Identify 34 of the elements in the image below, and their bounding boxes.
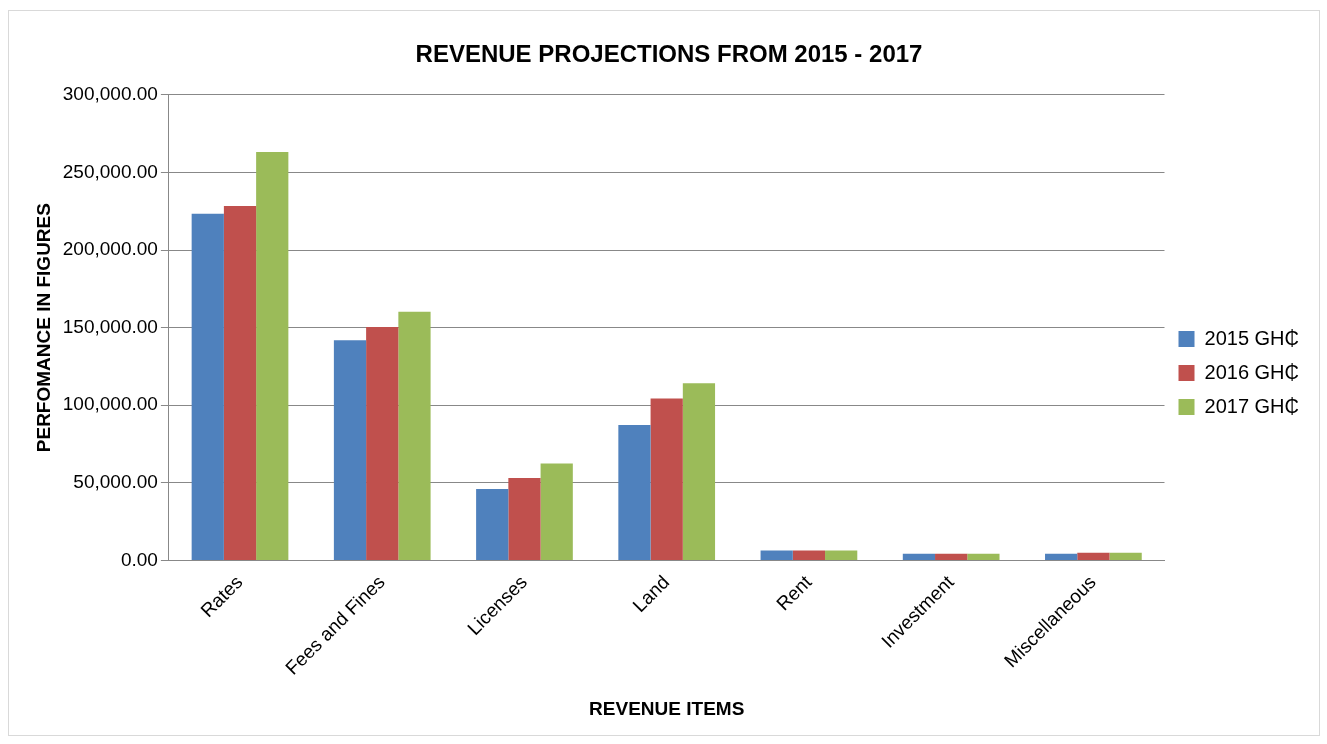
bar: [1109, 552, 1142, 560]
bar: [398, 311, 431, 560]
y-tick-label: 200,000.00: [62, 238, 158, 260]
bar: [540, 463, 573, 560]
bar: [366, 327, 399, 560]
bar: [333, 340, 367, 560]
bar: [618, 425, 651, 560]
bar: [1077, 552, 1110, 560]
bar: [508, 477, 541, 560]
bar: [650, 398, 683, 560]
y-tick-label: 100,000.00: [62, 393, 158, 415]
y-tick-label: 0.00: [120, 548, 158, 570]
chart-title: REVENUE PROJECTIONS FROM 2015 - 2017: [415, 40, 923, 68]
bar: [760, 550, 793, 560]
bar: [1045, 553, 1078, 560]
legend-label: 2015 GH₵: [1204, 326, 1300, 349]
bar: [223, 205, 257, 560]
y-tick-label: 250,000.00: [62, 160, 158, 182]
legend-label: 2017 GH₵: [1204, 394, 1300, 417]
x-axis-title: REVENUE ITEMS: [589, 697, 745, 719]
bar: [191, 213, 224, 560]
y-tick-label: 50,000.00: [73, 471, 158, 493]
bar: [792, 550, 826, 560]
legend-label: 2016 GH₵: [1204, 360, 1300, 383]
y-tick-label: 300,000.00: [62, 83, 158, 105]
y-tick-label: 150,000.00: [62, 315, 158, 337]
bar: [476, 488, 509, 560]
bar: [256, 152, 289, 560]
bar: [682, 383, 716, 560]
bar: [935, 553, 968, 560]
bar: [902, 553, 936, 560]
y-axis-title: PERFOMANCE IN FIGURES: [32, 203, 54, 453]
bar: [967, 553, 1000, 560]
bar: [825, 550, 858, 560]
